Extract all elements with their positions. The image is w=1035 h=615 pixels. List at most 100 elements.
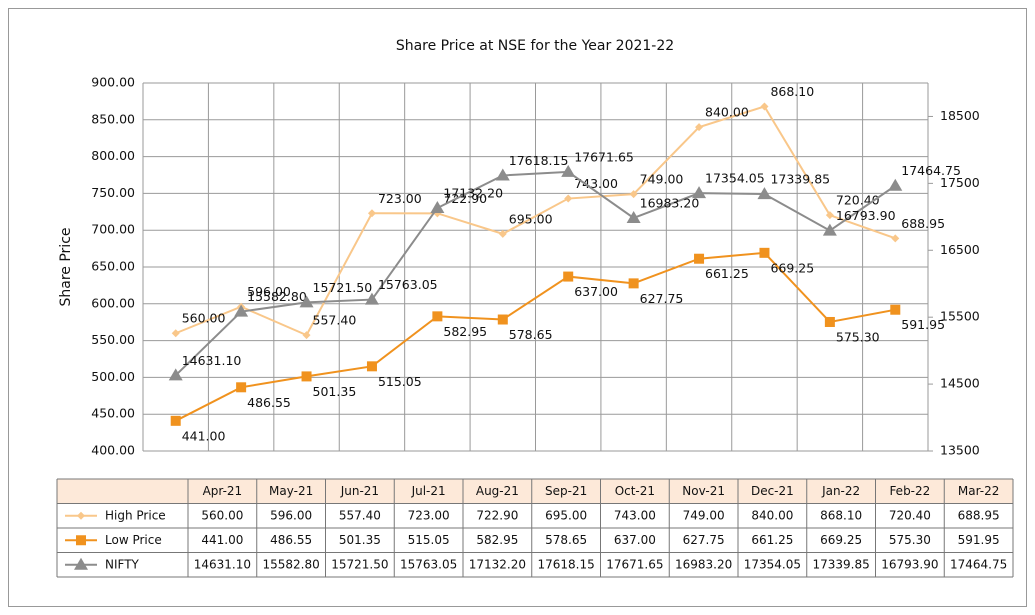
y-tick-label: 400.00 — [91, 443, 135, 458]
marker — [236, 382, 247, 393]
data-label: 596.00 — [247, 284, 291, 299]
marker — [74, 557, 88, 570]
data-label: 17339.85 — [770, 172, 830, 187]
table-cell: 868.10 — [820, 508, 862, 522]
y-tick-label: 650.00 — [91, 259, 135, 274]
marker — [171, 329, 180, 338]
y2-tick-label: 13500 — [940, 443, 980, 458]
table-category: May-21 — [269, 484, 313, 498]
chart-title: Share Price at NSE for the Year 2021-22 — [396, 38, 674, 54]
table-cell: 15582.80 — [262, 557, 319, 571]
table-cell: 17671.65 — [606, 557, 663, 571]
table-cell: 17354.05 — [744, 557, 801, 571]
data-label: 17671.65 — [574, 149, 634, 164]
table-cell: 441.00 — [201, 533, 243, 547]
table-cell: 17464.75 — [950, 557, 1007, 571]
table-cell: 14631.10 — [194, 557, 251, 571]
y-tick-label: 750.00 — [91, 185, 135, 200]
data-label: 749.00 — [640, 172, 684, 187]
data-label: 743.00 — [574, 176, 618, 191]
data-label: 575.30 — [836, 329, 880, 344]
table-cell: 578.65 — [545, 533, 587, 547]
table-cell: 557.40 — [339, 508, 381, 522]
data-label: 661.25 — [705, 266, 749, 281]
y-axis-title: Share Price — [58, 227, 74, 306]
table-category: Jan-22 — [821, 484, 860, 498]
table-category: Apr-21 — [203, 484, 243, 498]
marker — [301, 371, 312, 382]
table-cell: 486.55 — [270, 533, 312, 547]
table-cell: 591.95 — [958, 533, 1000, 547]
data-label: 637.00 — [574, 284, 618, 299]
data-label: 591.95 — [901, 317, 945, 332]
marker — [692, 186, 707, 199]
table-cell: 596.00 — [270, 508, 312, 522]
marker — [563, 271, 574, 282]
series-line — [175, 105, 896, 337]
table-category: Feb-22 — [889, 484, 930, 498]
data-label: 17354.05 — [705, 171, 765, 186]
marker — [367, 209, 376, 218]
data-label: 17618.15 — [509, 153, 569, 168]
data-label: 15763.05 — [378, 277, 438, 292]
data-label: 501.35 — [313, 384, 357, 399]
table-category: Aug-21 — [476, 484, 519, 498]
marker — [366, 361, 377, 372]
data-label: 695.00 — [509, 211, 553, 226]
y-tick-label: 500.00 — [91, 369, 135, 384]
series-line — [175, 170, 896, 377]
data-label: 15721.50 — [313, 280, 373, 295]
marker — [825, 211, 834, 220]
data-label: 688.95 — [901, 216, 945, 231]
marker — [497, 314, 508, 325]
table-category: Jun-21 — [340, 484, 379, 498]
legend-label: Low Price — [105, 533, 162, 547]
marker — [170, 415, 181, 426]
y-tick-label: 850.00 — [91, 111, 135, 126]
marker — [364, 292, 379, 305]
data-label: 17464.75 — [901, 163, 961, 178]
table-cell: 749.00 — [683, 508, 725, 522]
marker — [695, 123, 704, 132]
y2-tick-label: 15500 — [940, 309, 980, 324]
table-cell: 695.00 — [545, 508, 587, 522]
marker — [564, 194, 573, 203]
marker — [891, 234, 900, 243]
data-label: 486.55 — [247, 395, 291, 410]
data-label: 868.10 — [770, 84, 814, 99]
data-label: 582.95 — [443, 324, 487, 339]
marker — [76, 535, 86, 546]
table-cell: 17132.20 — [469, 557, 526, 571]
marker — [77, 511, 85, 520]
table-cell: 17339.85 — [812, 557, 869, 571]
table-cell: 16793.90 — [881, 557, 938, 571]
data-label: 560.00 — [182, 311, 226, 326]
marker — [498, 229, 507, 238]
marker — [430, 200, 445, 213]
marker — [824, 316, 835, 327]
data-label: 17132.20 — [443, 185, 503, 200]
legend-label: High Price — [105, 508, 166, 522]
table-cell: 627.75 — [683, 533, 725, 547]
data-label: 722.90 — [443, 191, 487, 206]
table-cell: 15763.05 — [400, 557, 457, 571]
table-cell: 17618.15 — [537, 557, 594, 571]
table-cell: 15721.50 — [331, 557, 388, 571]
marker — [495, 168, 510, 181]
marker — [759, 247, 770, 258]
marker — [234, 304, 249, 317]
table-cell: 723.00 — [408, 508, 450, 522]
table-cell: 722.90 — [476, 508, 518, 522]
data-label: 627.75 — [640, 291, 684, 306]
data-label: 441.00 — [182, 428, 226, 443]
table-category: Oct-21 — [615, 484, 655, 498]
chart-border — [8, 8, 1027, 607]
marker — [629, 190, 638, 199]
data-label: 14631.10 — [182, 353, 242, 368]
y-tick-label: 900.00 — [91, 75, 135, 90]
marker — [888, 178, 903, 191]
series-line — [175, 251, 896, 422]
y-tick-label: 450.00 — [91, 406, 135, 421]
marker — [760, 102, 769, 111]
